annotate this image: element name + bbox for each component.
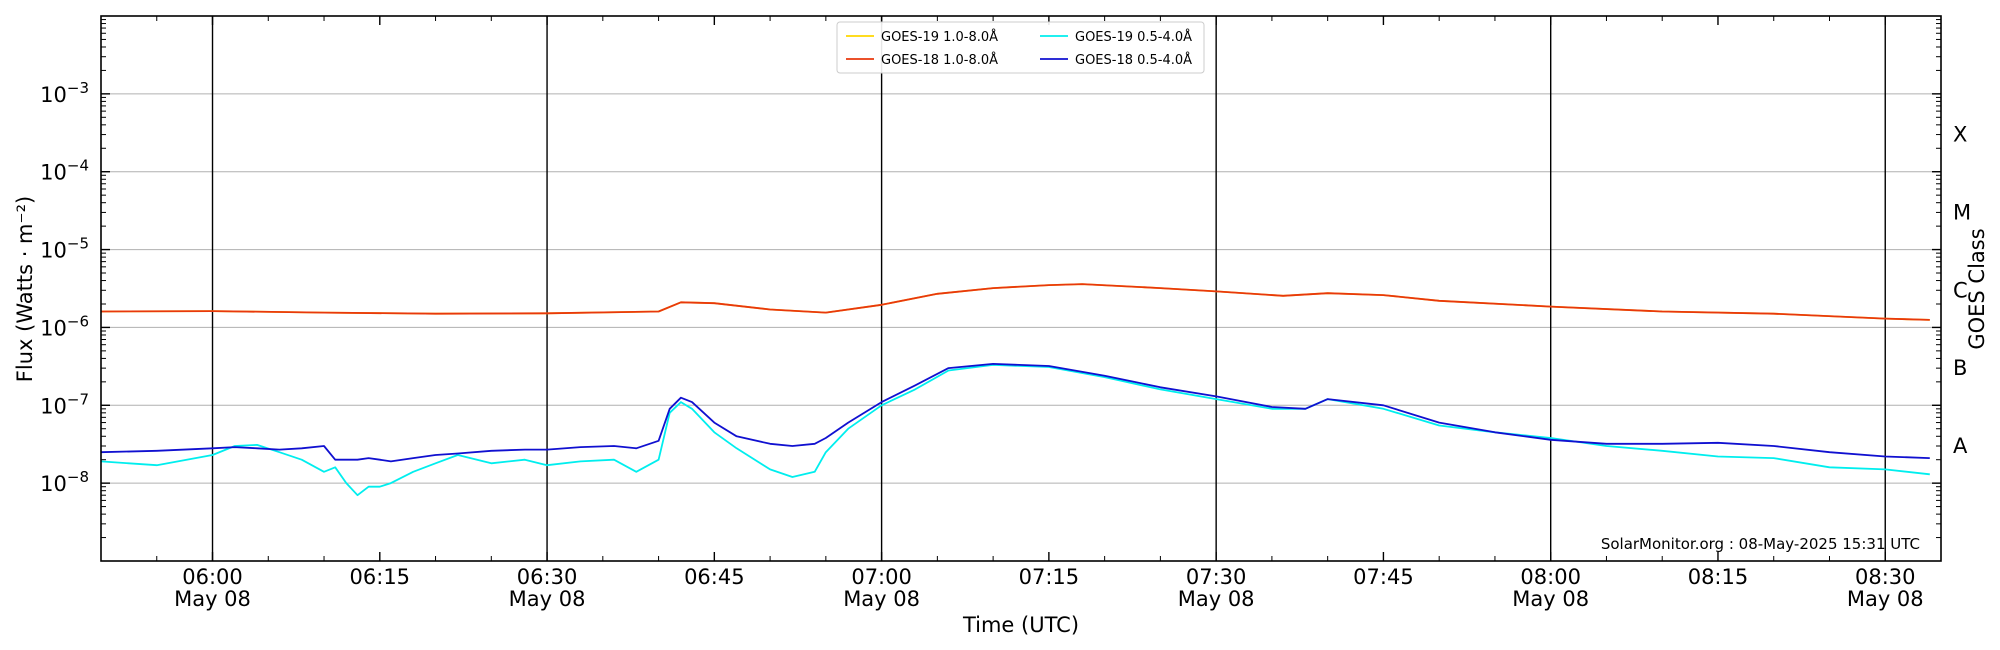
plot-frame xyxy=(100,15,1942,562)
legend-label: GOES-18 1.0-8.0Å xyxy=(881,52,998,68)
x-tick-date-label: May 08 xyxy=(843,587,920,611)
legend-label: GOES-19 0.5-4.0Å xyxy=(1075,29,1192,45)
y2-axis-title: GOES Class xyxy=(1965,228,1989,349)
x-tick-date-label: May 08 xyxy=(1512,587,1589,611)
x-tick-date-label: May 08 xyxy=(509,587,586,611)
goes-class-label: B xyxy=(1953,356,1967,380)
legend-label: GOES-19 1.0-8.0Å xyxy=(881,29,998,45)
series-line xyxy=(100,283,1930,321)
x-tick-label: 07:00 xyxy=(851,565,912,589)
series-line xyxy=(100,363,1930,497)
y-tick-labels: 10−8 10−7 10−6 10−5 10−4 10−3 xyxy=(40,79,89,496)
x-tick-label: 08:00 xyxy=(1520,565,1581,589)
axis-ticks xyxy=(100,16,1942,561)
x-tick-label: 08:15 xyxy=(1688,565,1749,589)
goes-class-labels: A B C M X xyxy=(1953,123,1971,458)
grid-layer xyxy=(101,93,1941,484)
y-tick-label: 10−5 xyxy=(40,235,89,263)
series-line xyxy=(100,283,1930,321)
x-tick-label: 07:45 xyxy=(1353,565,1414,589)
series-layer xyxy=(100,283,1930,497)
x-tick-label: 06:00 xyxy=(182,565,243,589)
goes-class-label: X xyxy=(1953,123,1967,147)
x-tick-label: 06:15 xyxy=(350,565,411,589)
legend-box xyxy=(836,21,1205,74)
x-tick-label: 08:30 xyxy=(1855,565,1916,589)
y-tick-label: 10−6 xyxy=(40,312,89,340)
y-tick-label: 10−3 xyxy=(40,79,89,107)
x-tick-date-label: May 08 xyxy=(1178,587,1255,611)
x-tick-label: 07:15 xyxy=(1019,565,1080,589)
y-tick-label: 10−7 xyxy=(40,390,89,418)
legend-label: GOES-18 0.5-4.0Å xyxy=(1075,52,1192,68)
major-time-lines xyxy=(211,16,1886,561)
credit-text: SolarMonitor.org : 08-May-2025 15:31 UTC xyxy=(1601,535,1920,553)
series-line xyxy=(100,362,1930,463)
x-axis-title: Time (UTC) xyxy=(962,613,1079,637)
goes-class-label: C xyxy=(1953,278,1968,302)
x-tick-label: 06:45 xyxy=(684,565,745,589)
y-tick-label: 10−8 xyxy=(40,468,89,496)
x-tick-date-label: May 08 xyxy=(174,587,251,611)
y-axis-title: Flux (Watts · m⁻²) xyxy=(13,196,37,382)
legend-items: GOES-19 1.0-8.0Å GOES-18 1.0-8.0Å GOES-19 … xyxy=(846,29,1192,68)
goes-class-label: A xyxy=(1953,434,1968,458)
x-tick-label: 07:30 xyxy=(1186,565,1247,589)
x-tick-label: 06:30 xyxy=(517,565,578,589)
goes-class-label: M xyxy=(1953,200,1971,224)
y-tick-label: 10−4 xyxy=(40,157,89,185)
x-tick-date-label: May 08 xyxy=(1847,587,1924,611)
legend: GOES-19 1.0-8.0Å GOES-18 1.0-8.0Å GOES-19 … xyxy=(836,21,1205,74)
